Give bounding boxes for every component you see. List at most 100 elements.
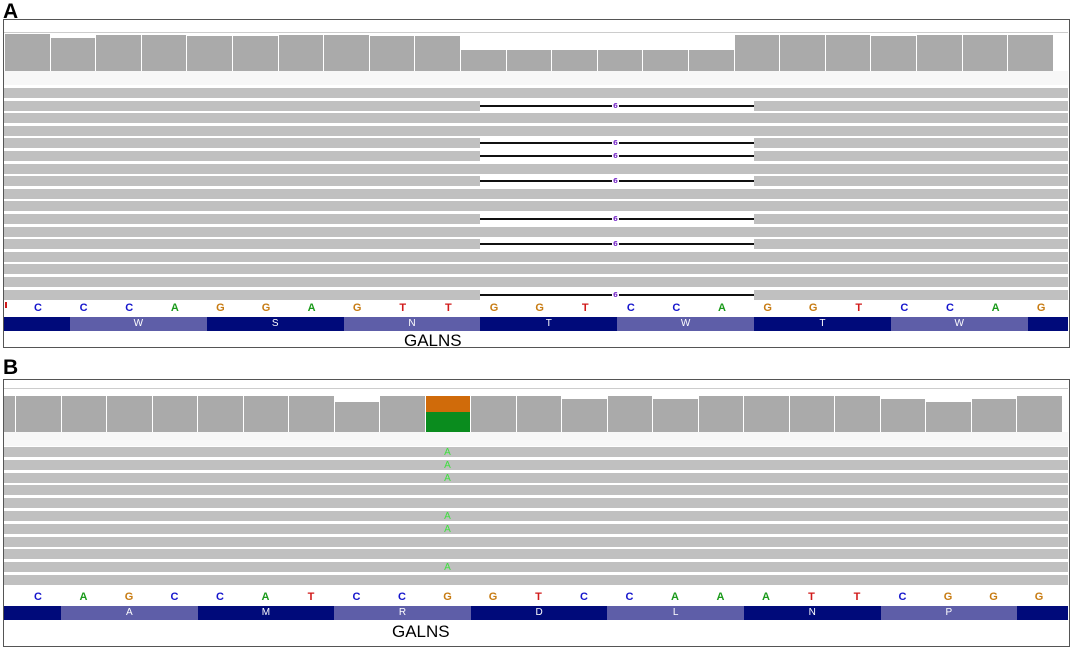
deletion-size-label: 6 <box>612 139 619 148</box>
reference-base: C <box>625 591 634 603</box>
coverage-top-line <box>4 32 1068 33</box>
coverage-bar <box>698 396 743 432</box>
reference-base: G <box>535 302 544 314</box>
read <box>4 562 1068 573</box>
coverage-bar <box>141 35 187 71</box>
reference-base: T <box>399 302 407 314</box>
panel-a-label: A <box>3 0 19 23</box>
reference-base: C <box>34 302 42 314</box>
coverage-bar <box>278 35 324 71</box>
amino-acid-cell: W <box>617 317 754 331</box>
coverage-bar <box>4 396 15 432</box>
read <box>4 485 1068 496</box>
reference-base: T <box>853 591 861 603</box>
gene-label: GALNS <box>392 622 450 641</box>
reference-base: T <box>445 302 452 314</box>
reference-base: A <box>762 591 770 603</box>
reference-base: A <box>671 591 679 603</box>
coverage-bar <box>233 36 278 71</box>
reference-base: A <box>170 302 179 314</box>
deletion-size-label: 6 <box>612 290 619 299</box>
mismatch-base: A <box>444 447 451 458</box>
panel-b-label: B <box>3 356 19 379</box>
aa-edge <box>1027 317 1068 331</box>
reference-base: T <box>535 591 542 603</box>
reference-base: C <box>580 591 588 603</box>
reference-base: A <box>991 302 1000 314</box>
read <box>4 113 1068 124</box>
coverage-bar <box>471 396 516 432</box>
reference-base: C <box>170 591 179 603</box>
coverage-bar <box>689 50 734 71</box>
coverage-bar <box>653 399 698 432</box>
reference-base: G <box>443 591 452 603</box>
read-left-segment <box>4 100 480 111</box>
reference-base: G <box>489 302 499 314</box>
coverage-bar <box>380 396 425 432</box>
coverage-bar <box>516 396 561 432</box>
reference-base: T <box>307 591 315 603</box>
read <box>4 226 1068 237</box>
coverage-bar <box>61 396 106 432</box>
read-left-segment <box>4 151 480 161</box>
read <box>4 459 1068 470</box>
amino-acid-cell: T <box>480 317 618 331</box>
coverage-bar <box>562 399 607 432</box>
coverage-bar <box>152 396 197 432</box>
coverage-bar <box>971 399 1016 432</box>
reference-base: T <box>581 302 589 314</box>
coverage-bar <box>607 396 652 432</box>
deletion-size-label: 6 <box>612 101 619 110</box>
read <box>4 498 1068 509</box>
coverage-bar <box>324 35 369 71</box>
coverage-bar <box>289 396 334 432</box>
amino-acid-cell: N <box>343 317 481 331</box>
aa-edge <box>1017 606 1068 620</box>
aa-edge <box>4 317 70 331</box>
coverage-bar <box>16 396 61 432</box>
reference-base: G <box>488 591 498 603</box>
coverage-bar <box>917 35 962 71</box>
reference-base: G <box>763 302 772 314</box>
coverage-bar <box>187 36 232 71</box>
read <box>4 188 1068 199</box>
reference-base: G <box>261 302 271 314</box>
reference-base: G <box>216 302 225 314</box>
read-right-segment <box>754 289 1068 300</box>
amino-acid-cell: A <box>61 606 198 620</box>
read-left-segment <box>4 214 480 224</box>
coverage-bar <box>962 35 1008 71</box>
coverage-bar <box>835 396 880 432</box>
read <box>4 447 1068 457</box>
read <box>4 251 1068 262</box>
coverage-bar <box>643 50 688 71</box>
reference-base: C <box>398 591 406 603</box>
read-right-segment <box>754 176 1068 187</box>
coverage-bar <box>96 35 141 71</box>
read <box>4 472 1068 483</box>
reference-base: A <box>307 302 316 314</box>
reference-base: A <box>79 591 88 603</box>
mismatch-base: A <box>444 562 451 574</box>
amino-acid-cell: R <box>334 606 471 620</box>
coverage-bar <box>334 402 379 432</box>
coverage-bar <box>825 35 871 71</box>
read <box>4 277 1068 287</box>
variant-allele-top <box>425 396 470 412</box>
reference-base: T <box>808 591 815 603</box>
gene-label: GALNS <box>404 331 462 348</box>
read-right-segment <box>754 151 1068 161</box>
reference-base: G <box>989 591 998 603</box>
reference-tick <box>5 302 7 308</box>
reference-base: A <box>716 591 725 603</box>
coverage-bar <box>880 399 925 432</box>
coverage-bar <box>1008 35 1053 71</box>
reference-base: C <box>898 591 907 603</box>
coverage-bar <box>789 396 834 432</box>
read <box>4 575 1068 585</box>
variant-allele-bottom <box>425 412 470 432</box>
reference-base: C <box>34 591 42 603</box>
read <box>4 549 1068 560</box>
reference-base: G <box>808 302 818 314</box>
